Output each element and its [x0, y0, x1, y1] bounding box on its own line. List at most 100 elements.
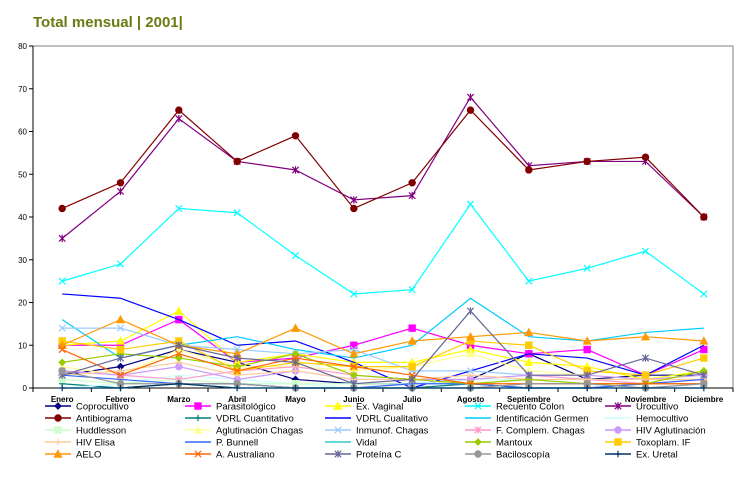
data-point [350, 341, 358, 349]
data-point [350, 196, 358, 204]
data-point [583, 345, 591, 354]
data-point [524, 327, 534, 337]
x-tick-label: Abril [228, 395, 246, 404]
data-point [115, 336, 126, 345]
legend-marker [333, 401, 343, 410]
data-point [583, 371, 591, 379]
data-point [116, 345, 125, 354]
legend-label: Parasitológico [216, 402, 276, 413]
data-point [583, 264, 591, 272]
data-point [700, 290, 708, 298]
legend-label: Ex. Uretal [636, 450, 678, 461]
legend-label: Ex. Vaginal [356, 402, 403, 413]
data-point [466, 93, 475, 101]
legend-label: Hemocultivo [636, 414, 688, 425]
data-point [116, 354, 125, 362]
data-point [174, 344, 184, 354]
data-point [466, 200, 475, 208]
data-point [700, 345, 708, 354]
data-point [699, 336, 709, 345]
legend-label: Vidal [356, 438, 377, 449]
legend-label: Toxoplam. IF [636, 438, 691, 449]
legend-marker [614, 438, 622, 446]
data-point [233, 209, 241, 217]
data-point [175, 380, 183, 387]
data-point [583, 157, 591, 166]
data-point [58, 324, 66, 332]
x-tick-label: Enero [51, 395, 74, 404]
series-line [61, 203, 705, 295]
y-tick-label: 60 [18, 128, 27, 137]
data-point [641, 371, 650, 379]
data-point [350, 363, 358, 371]
data-point [408, 375, 416, 384]
data-point [408, 362, 416, 371]
data-point [525, 166, 533, 174]
legend-label: Identificación Germen [496, 414, 588, 425]
legend-marker [614, 426, 622, 434]
data-point [641, 354, 650, 362]
data-point [291, 358, 300, 367]
legend-label: HIV Elisa [76, 438, 116, 449]
data-point [233, 157, 241, 166]
data-point [115, 314, 126, 324]
data-point [349, 349, 359, 358]
data-point [408, 191, 416, 200]
data-point [350, 290, 358, 298]
legend-marker [54, 438, 62, 446]
data-point [58, 384, 66, 392]
legend-marker [54, 426, 62, 434]
data-point [292, 384, 299, 392]
data-point [408, 384, 416, 392]
legend-label: VDRL Cuantitativo [216, 414, 294, 425]
legend-marker [474, 402, 482, 410]
y-tick-label: 40 [18, 213, 27, 222]
data-point [467, 371, 474, 379]
y-tick-label: 50 [18, 170, 27, 179]
data-point [408, 179, 416, 187]
data-point [467, 384, 474, 392]
data-point [116, 187, 125, 196]
series-line [62, 340, 705, 376]
legend-marker [334, 426, 342, 434]
data-point [641, 247, 650, 255]
data-point [116, 371, 125, 379]
data-point [116, 324, 125, 332]
data-point [175, 106, 183, 114]
data-point [700, 213, 708, 221]
data-point [175, 204, 183, 213]
data-point [290, 323, 301, 332]
legend-marker [194, 402, 202, 410]
series-line [62, 374, 704, 389]
data-point [117, 384, 124, 392]
legend-label: F. Complem. Chagas [496, 426, 585, 437]
legend-marker [474, 450, 482, 458]
data-point [174, 354, 183, 362]
data-point [466, 106, 475, 114]
series-line [61, 96, 705, 239]
data-point [291, 251, 300, 260]
x-tick-label: Septiembre [507, 395, 551, 404]
legend-label: Baciloscopía [496, 450, 551, 461]
series-line [62, 361, 704, 381]
data-point [291, 132, 300, 140]
data-point [58, 204, 66, 213]
data-point [175, 350, 183, 358]
legend-label: AELO [76, 450, 101, 461]
x-tick-label: Julio [403, 395, 422, 404]
legend-label: Antibiograma [76, 414, 133, 425]
data-point [525, 341, 533, 349]
legend-label: P. Bunnell [216, 438, 258, 449]
data-point [350, 204, 358, 213]
legend-marker [53, 449, 63, 458]
data-point [233, 367, 241, 375]
data-point [175, 341, 183, 349]
y-tick-label: 30 [18, 256, 27, 265]
series-line [62, 318, 705, 376]
legend-label: Huddlesson [76, 426, 126, 437]
legend-label: A. Australiano [216, 450, 275, 461]
data-point [174, 306, 184, 315]
series-line [61, 348, 704, 385]
data-point [291, 166, 300, 174]
